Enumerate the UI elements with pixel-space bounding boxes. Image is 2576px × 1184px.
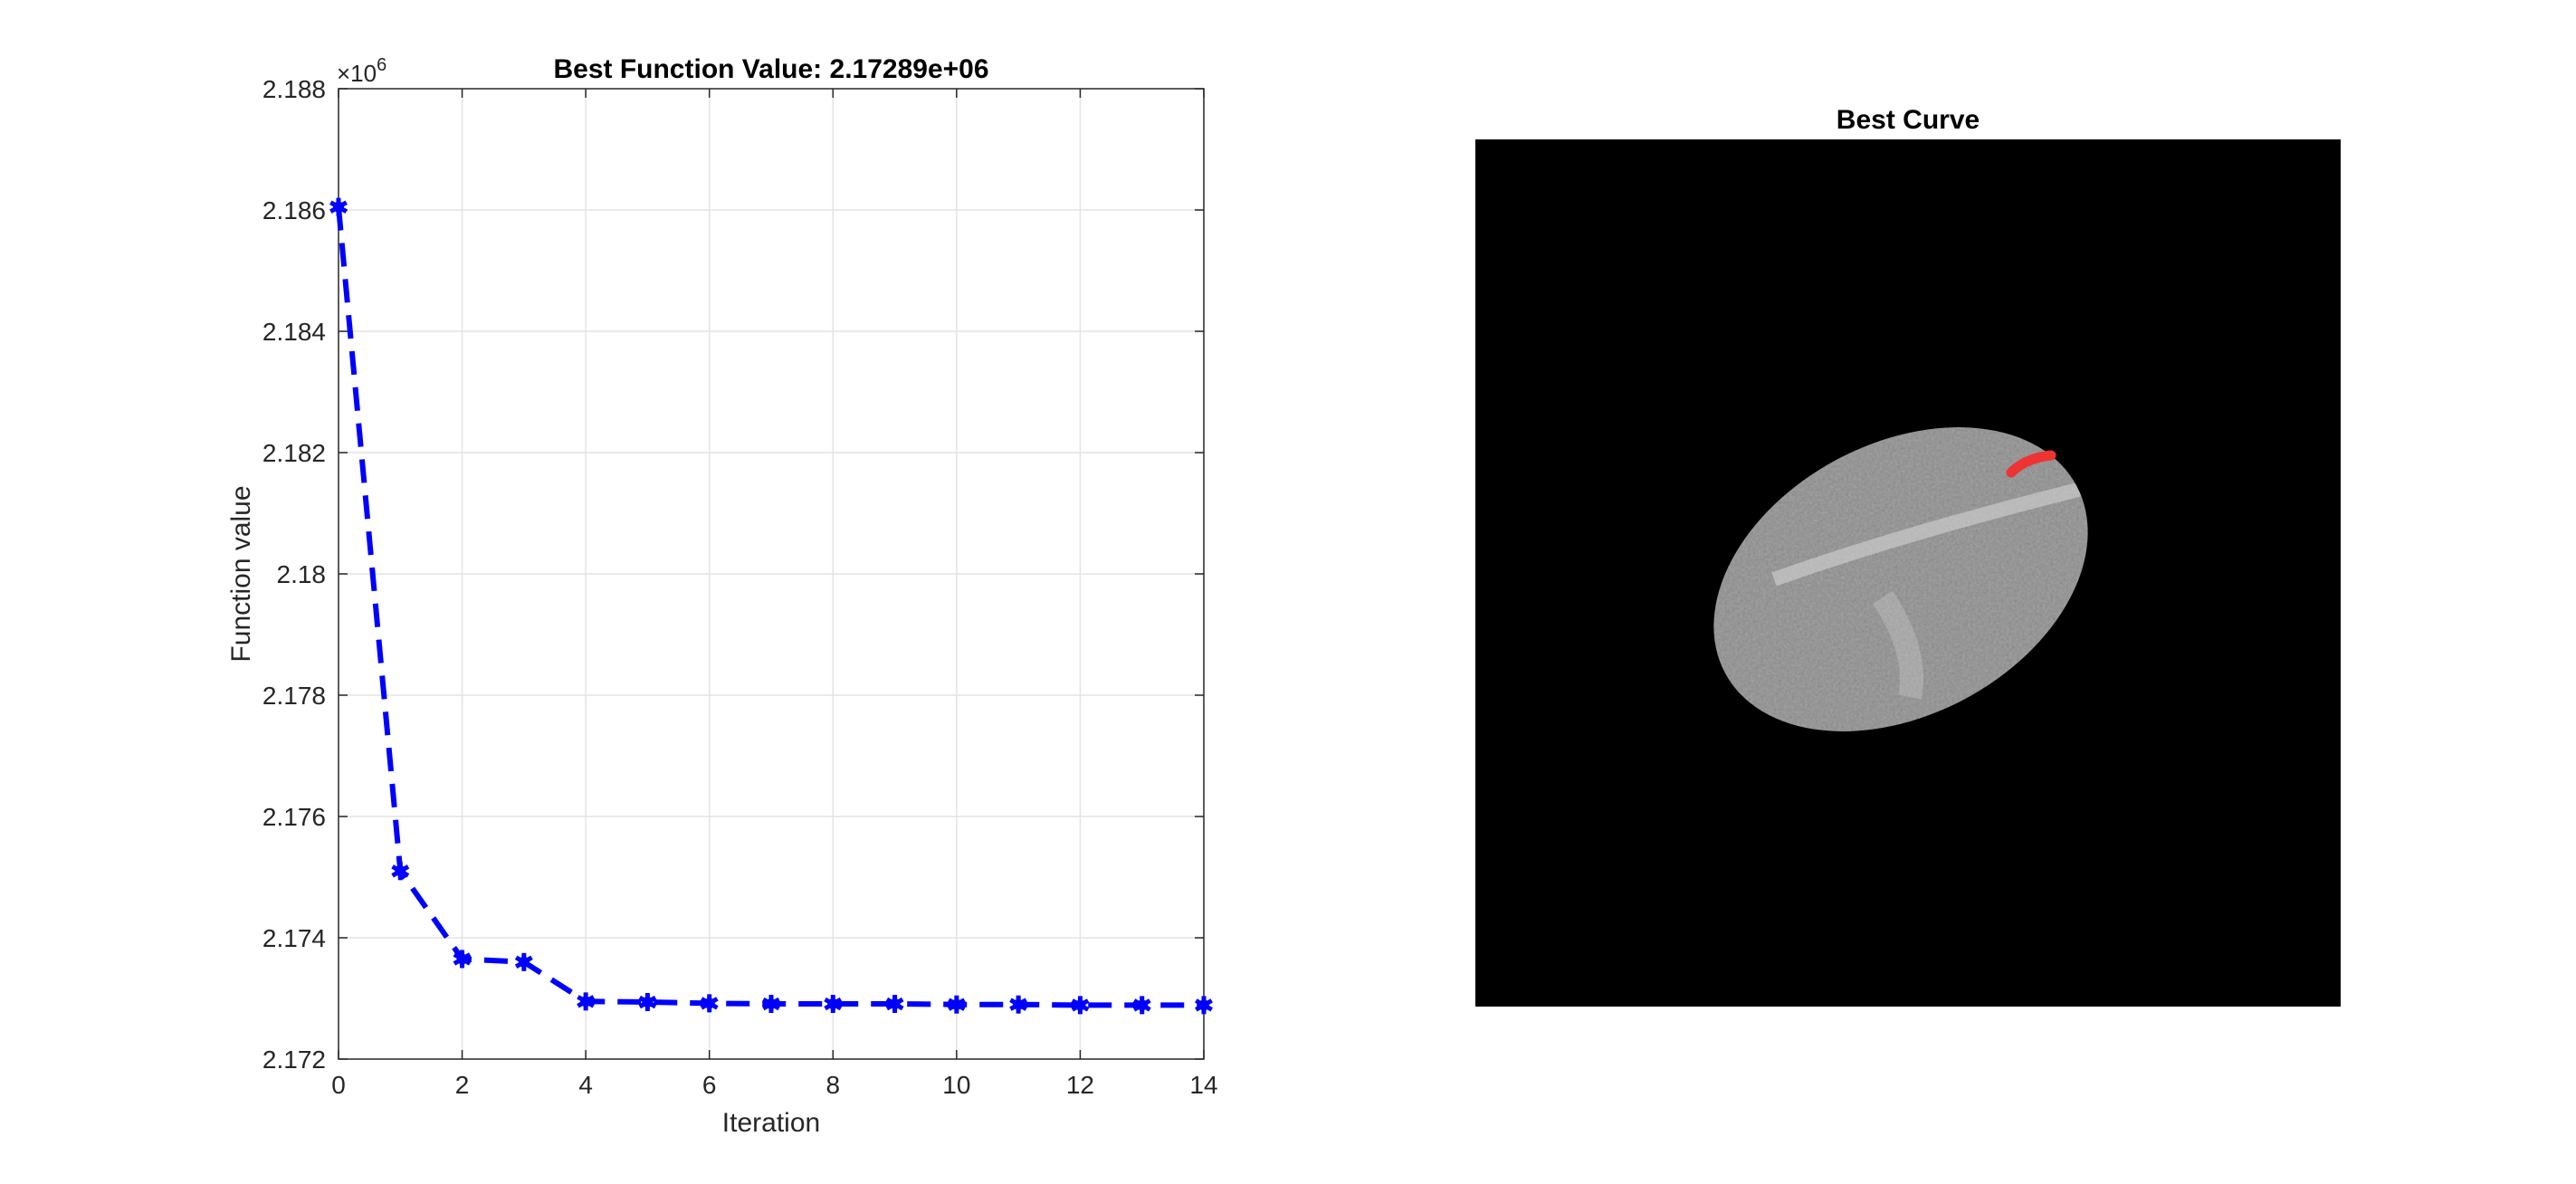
y-tick-label: 2.186	[262, 196, 326, 224]
marker-core	[827, 998, 839, 1010]
marker-core	[950, 998, 962, 1010]
x-tick-labels: 0 2 4 6 8 10 12 14	[331, 1071, 1217, 1099]
y-tick-label: 2.176	[262, 803, 326, 831]
bright-streak	[1771, 482, 2084, 587]
marker-core	[1074, 999, 1086, 1011]
best-curve-path	[2006, 450, 2056, 478]
series-function-value	[329, 197, 1213, 1015]
chart-title: Best Function Value: 2.17289e+06	[553, 54, 988, 84]
data-point	[514, 952, 533, 971]
x-tick-label: 12	[1066, 1071, 1094, 1099]
exponent-base: ×10	[337, 60, 377, 87]
marker-core	[766, 998, 777, 1010]
x-tick-label: 2	[455, 1071, 470, 1099]
x-tick-label: 8	[825, 1071, 840, 1099]
data-point	[638, 993, 657, 1012]
y-tick-label: 2.182	[262, 439, 326, 467]
best-curve-image: Best Curve	[1475, 105, 2341, 1007]
y-axis-label: Function value	[226, 485, 256, 662]
data-point	[947, 995, 966, 1014]
x-tick-label: 4	[578, 1071, 593, 1099]
data-point	[762, 995, 780, 1014]
y-tick-label: 2.178	[262, 682, 326, 710]
marker-core	[1136, 999, 1148, 1011]
data-point	[700, 994, 719, 1013]
x-tick-label: 10	[942, 1071, 970, 1099]
marker-core	[456, 953, 468, 965]
marker-core	[642, 997, 654, 1008]
marker-core	[518, 956, 530, 968]
data-point	[1071, 996, 1090, 1015]
data-point	[1195, 996, 1213, 1015]
marker-core	[703, 998, 715, 1009]
y-tick-label: 2.18	[277, 560, 327, 588]
x-tick-label: 0	[331, 1071, 346, 1099]
data-point	[1009, 995, 1028, 1014]
image-title: Best Curve	[1837, 105, 1980, 135]
marker-core	[1198, 999, 1209, 1011]
data-point	[1132, 996, 1151, 1015]
bright-streak-lower	[1873, 590, 1923, 700]
data-point	[577, 992, 596, 1011]
y-tick-label: 2.172	[262, 1046, 326, 1074]
data-point	[453, 950, 472, 969]
x-axis-label: Iteration	[722, 1108, 820, 1138]
marker-core	[395, 865, 406, 877]
y-tick-label: 2.188	[262, 75, 326, 103]
data-point	[824, 995, 843, 1014]
x-tick-label: 14	[1189, 1071, 1217, 1099]
y-tick-label: 2.174	[262, 924, 326, 952]
y-tick-labels: 2.172 2.174 2.176 2.178 2.18 2.182 2.184 2.186 2…	[262, 75, 326, 1074]
grid-lines	[339, 89, 1204, 1059]
convergence-chart: 0 2 4 6 8 10 12 14 2.172 2.174 2.176 2.178 2.18 2.18…	[226, 54, 1218, 1138]
tick-marks	[338, 88, 1205, 1060]
marker-core	[889, 998, 901, 1010]
y-exponent-label: ×106	[337, 55, 386, 87]
marker-core	[580, 996, 592, 1007]
exponent-power: 6	[377, 55, 386, 75]
y-tick-label: 2.184	[262, 318, 326, 346]
marker-core	[333, 201, 344, 213]
data-point	[885, 995, 904, 1014]
data-point	[391, 862, 410, 881]
marker-core	[1013, 998, 1025, 1010]
data-point	[329, 197, 348, 216]
x-tick-label: 6	[702, 1071, 717, 1099]
